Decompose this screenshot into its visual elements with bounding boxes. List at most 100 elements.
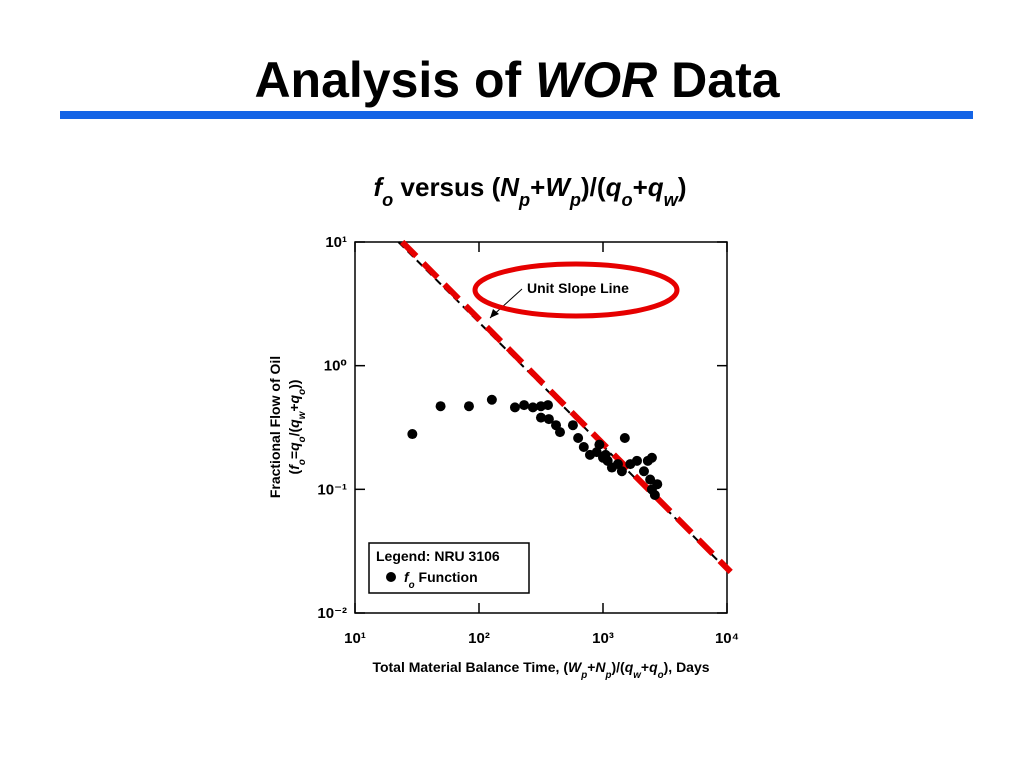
annotation-arrowhead (490, 309, 499, 318)
y-tick-label: 10⁻² (317, 605, 347, 622)
text-run: versus ( (393, 172, 500, 202)
data-point (535, 412, 546, 423)
y-tick-label: 10⁻¹ (317, 481, 347, 498)
data-point (638, 466, 649, 477)
text-run: q (606, 172, 622, 202)
text-run: ) (678, 172, 687, 202)
text-run: + (641, 659, 649, 675)
text-run: ), Days (664, 659, 710, 675)
data-point (619, 433, 630, 444)
text-run: p (569, 190, 581, 210)
text-run: Function (415, 569, 478, 585)
data-point (543, 414, 554, 425)
y-axis-label: Fractional Flow of Oil (267, 356, 283, 498)
text-run: o (409, 580, 415, 591)
x-tick-label: 10⁴ (715, 630, 739, 647)
text-run: w (297, 410, 308, 419)
x-tick-label: 10¹ (344, 630, 366, 647)
data-point (594, 439, 605, 450)
text-run: o (658, 670, 664, 681)
text-run: WOR (535, 52, 657, 108)
data-point (616, 466, 627, 477)
text-run: q (649, 659, 658, 675)
annotation-ellipse (472, 261, 680, 319)
title-rule (60, 111, 973, 119)
data-point (542, 400, 553, 411)
data-point (645, 474, 656, 485)
data-point (463, 401, 474, 412)
data-point (554, 427, 565, 438)
legend-entry: fo Function (404, 569, 478, 591)
data-point (407, 429, 418, 440)
data-point (578, 441, 589, 452)
text-run: = (286, 451, 302, 459)
text-run: o (297, 389, 308, 395)
text-run: Total Material Balance Time, ( (372, 659, 568, 675)
text-run: w (633, 670, 642, 681)
text-run: o (382, 190, 393, 210)
text-run: p (580, 670, 587, 681)
y-axis-label: (fo=qo/(qw+qo)) (286, 380, 308, 475)
text-run: q (286, 419, 302, 428)
text-run: ( (286, 469, 302, 474)
data-point (631, 455, 642, 466)
text-run: + (587, 659, 595, 675)
text-run: + (286, 403, 302, 411)
legend: Legend: NRU 3106 fo Function (368, 542, 530, 594)
text-run: p (518, 190, 530, 210)
text-run: N (595, 659, 606, 675)
data-point (509, 402, 520, 413)
text-run: q (286, 394, 302, 403)
data-points (407, 394, 663, 500)
slide-title: Analysis of WOR Data (254, 52, 780, 108)
data-point (646, 452, 657, 463)
legend-title: Legend: NRU 3106 (376, 548, 500, 564)
y-tick-label: 10⁰ (324, 358, 347, 375)
text-run: f (404, 569, 410, 585)
y-tick-label: 10¹ (325, 234, 347, 251)
text-run: o (297, 436, 308, 442)
text-run: Fractional Flow of Oil (267, 356, 283, 498)
legend-marker (386, 572, 396, 582)
x-axis-label: Total Material Balance Time, (Wp+Np)/(qw… (372, 659, 709, 681)
annotation: Unit Slope Line (472, 261, 680, 319)
text-run: q (625, 659, 634, 675)
text-run: o (297, 459, 308, 465)
plot-frame (354, 241, 728, 614)
text-run: w (664, 190, 680, 210)
text-run: f (374, 172, 385, 202)
text-run: W (545, 172, 572, 202)
reference-lines (397, 239, 733, 575)
data-point (567, 420, 578, 431)
text-run: o (621, 190, 632, 210)
text-run: /( (286, 427, 302, 436)
ticks: 10¹ 10² 10³ 10⁴ 10⁻² 10⁻¹ 10⁰ 10¹ (317, 234, 739, 647)
text-run: q (286, 442, 302, 451)
y-axis-label-group: Fractional Flow of Oil (fo=qo/(qw+qo)) (267, 356, 308, 498)
text-run: f (286, 464, 302, 470)
x-tick-label: 10³ (592, 630, 614, 647)
data-point (435, 401, 446, 412)
text-run: N (500, 172, 520, 202)
data-point (652, 479, 663, 490)
data-point (519, 400, 530, 411)
x-tick-label: 10² (468, 630, 490, 647)
highlight-line (400, 239, 733, 575)
text-run: )) (286, 380, 302, 389)
text-run: )/( (611, 659, 625, 675)
annotation-text: Unit Slope Line (527, 280, 629, 296)
text-run: Analysis of (254, 52, 535, 108)
legend-box (368, 542, 530, 594)
data-point (649, 489, 660, 500)
text-run: q (648, 172, 664, 202)
data-point (527, 402, 538, 413)
text-run: p (605, 670, 612, 681)
text-run: Data (657, 52, 780, 108)
chart-subtitle: fo versus (Np+Wp)/(qo+qw) (374, 172, 687, 210)
data-point (486, 394, 497, 405)
text-run: )/( (581, 172, 606, 202)
text-run: W (568, 659, 583, 675)
data-point (573, 433, 584, 444)
